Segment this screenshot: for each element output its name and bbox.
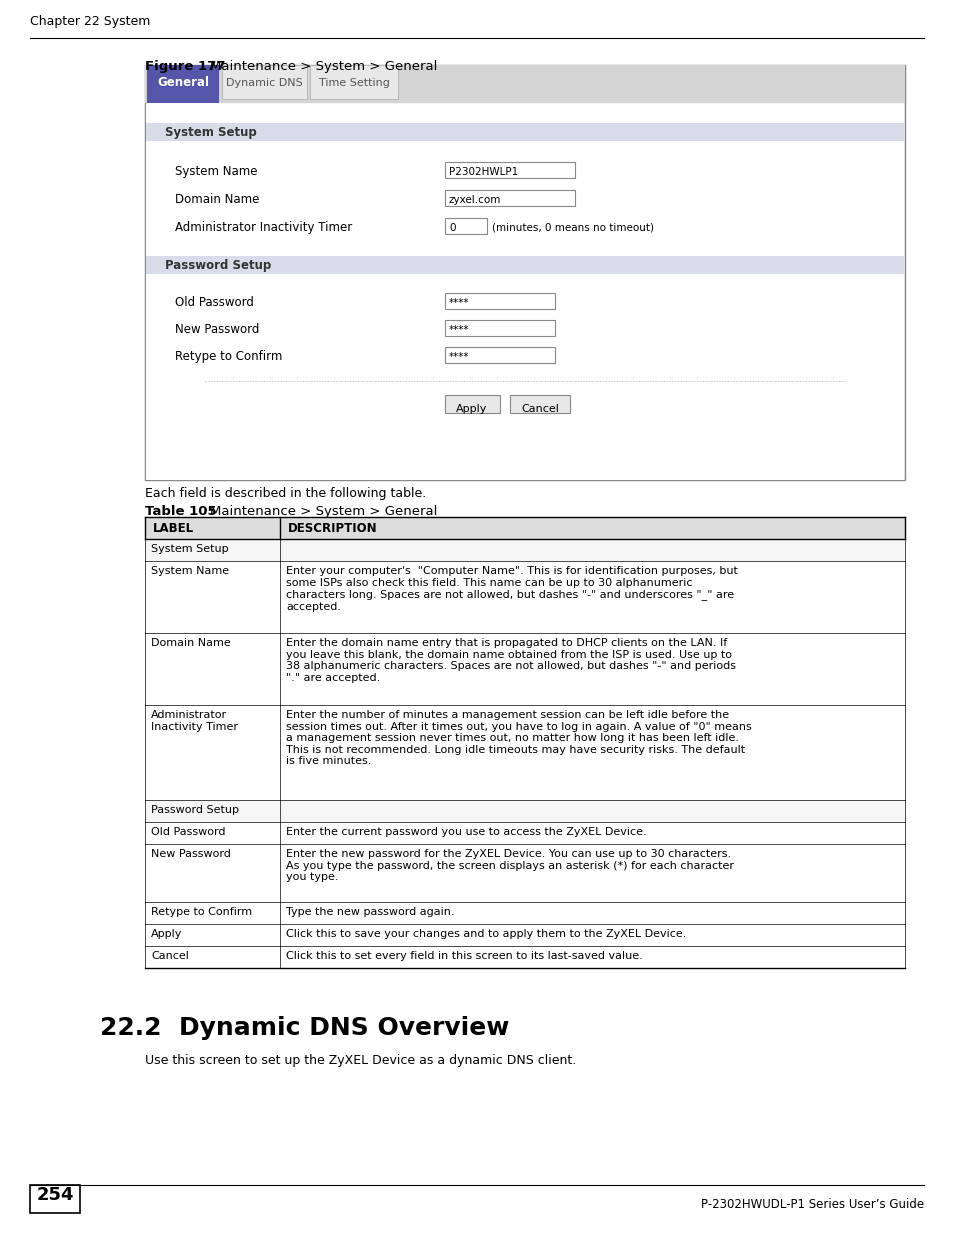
Text: Enter the domain name entry that is propagated to DHCP clients on the LAN. If
yo: Enter the domain name entry that is prop… bbox=[286, 638, 735, 683]
Text: Password Setup: Password Setup bbox=[165, 259, 271, 272]
Text: Table 105: Table 105 bbox=[145, 505, 216, 517]
Bar bbox=[145, 800, 904, 823]
Text: Domain Name: Domain Name bbox=[174, 193, 259, 206]
Bar bbox=[222, 65, 307, 99]
Text: zyxel.com: zyxel.com bbox=[449, 195, 501, 205]
Text: Apply: Apply bbox=[151, 929, 182, 939]
Text: Administrator Inactivity Timer: Administrator Inactivity Timer bbox=[174, 221, 352, 233]
Text: Cancel: Cancel bbox=[151, 951, 189, 961]
Text: General: General bbox=[157, 77, 209, 89]
Text: P-2302HWUDL-P1 Series User’s Guide: P-2302HWUDL-P1 Series User’s Guide bbox=[700, 1198, 923, 1212]
Text: Password Setup: Password Setup bbox=[151, 805, 239, 815]
Text: 0: 0 bbox=[449, 224, 455, 233]
Text: Enter the new password for the ZyXEL Device. You can use up to 30 characters.
As: Enter the new password for the ZyXEL Dev… bbox=[286, 848, 733, 882]
Bar bbox=[30, 1186, 80, 1213]
Bar bbox=[444, 395, 499, 412]
Text: Click this to save your changes and to apply them to the ZyXEL Device.: Click this to save your changes and to a… bbox=[286, 929, 685, 939]
Text: Apply: Apply bbox=[456, 404, 487, 414]
Text: ****: **** bbox=[449, 298, 469, 308]
Text: Enter your computer's  "Computer Name". This is for identification purposes, but: Enter your computer's "Computer Name". T… bbox=[286, 566, 737, 611]
Bar bbox=[444, 162, 575, 178]
Text: 254: 254 bbox=[36, 1186, 73, 1204]
Text: Maintenance > System > General: Maintenance > System > General bbox=[210, 505, 436, 517]
Bar bbox=[147, 65, 219, 103]
Text: (minutes, 0 means no timeout): (minutes, 0 means no timeout) bbox=[492, 224, 654, 233]
Text: Each field is described in the following table.: Each field is described in the following… bbox=[145, 487, 426, 500]
Bar bbox=[444, 320, 555, 336]
Bar bbox=[444, 219, 486, 233]
Text: Chapter 22 System: Chapter 22 System bbox=[30, 15, 151, 28]
Text: System Setup: System Setup bbox=[151, 543, 229, 555]
Text: Type the new password again.: Type the new password again. bbox=[286, 906, 454, 918]
Bar bbox=[145, 65, 904, 103]
Text: Cancel: Cancel bbox=[520, 404, 558, 414]
Text: New Password: New Password bbox=[151, 848, 231, 860]
Text: Use this screen to set up the ZyXEL Device as a dynamic DNS client.: Use this screen to set up the ZyXEL Devi… bbox=[145, 1053, 576, 1067]
Bar bbox=[145, 65, 904, 480]
Text: Retype to Confirm: Retype to Confirm bbox=[151, 906, 252, 918]
Text: LABEL: LABEL bbox=[152, 522, 193, 535]
Text: Click this to set every field in this screen to its last-saved value.: Click this to set every field in this sc… bbox=[286, 951, 642, 961]
Bar bbox=[146, 124, 903, 141]
Bar bbox=[444, 190, 575, 206]
Text: Administrator
Inactivity Timer: Administrator Inactivity Timer bbox=[151, 710, 237, 731]
Bar bbox=[310, 65, 397, 99]
Text: Time Setting: Time Setting bbox=[318, 78, 389, 88]
Text: New Password: New Password bbox=[174, 324, 259, 336]
Bar bbox=[145, 517, 904, 538]
Bar bbox=[145, 538, 904, 561]
Text: ****: **** bbox=[449, 325, 469, 335]
Text: Dynamic DNS: Dynamic DNS bbox=[226, 78, 302, 88]
Text: System Name: System Name bbox=[174, 165, 257, 178]
Text: DESCRIPTION: DESCRIPTION bbox=[288, 522, 377, 535]
Text: 22.2  Dynamic DNS Overview: 22.2 Dynamic DNS Overview bbox=[100, 1016, 509, 1040]
Bar bbox=[146, 256, 903, 274]
Bar bbox=[444, 293, 555, 309]
Text: System Name: System Name bbox=[151, 566, 229, 576]
Text: P2302HWLP1: P2302HWLP1 bbox=[449, 167, 517, 177]
Text: Old Password: Old Password bbox=[151, 827, 225, 837]
Text: Enter the number of minutes a management session can be left idle before the
ses: Enter the number of minutes a management… bbox=[286, 710, 751, 767]
Text: Retype to Confirm: Retype to Confirm bbox=[174, 350, 282, 363]
Bar bbox=[444, 347, 555, 363]
Text: Old Password: Old Password bbox=[174, 296, 253, 309]
Text: Figure 177: Figure 177 bbox=[145, 61, 225, 73]
Text: Maintenance > System > General: Maintenance > System > General bbox=[210, 61, 436, 73]
Text: System Setup: System Setup bbox=[165, 126, 256, 140]
Text: Enter the current password you use to access the ZyXEL Device.: Enter the current password you use to ac… bbox=[286, 827, 646, 837]
Text: Domain Name: Domain Name bbox=[151, 638, 231, 648]
Text: ****: **** bbox=[449, 352, 469, 362]
Bar bbox=[510, 395, 569, 412]
Bar bbox=[146, 104, 903, 480]
